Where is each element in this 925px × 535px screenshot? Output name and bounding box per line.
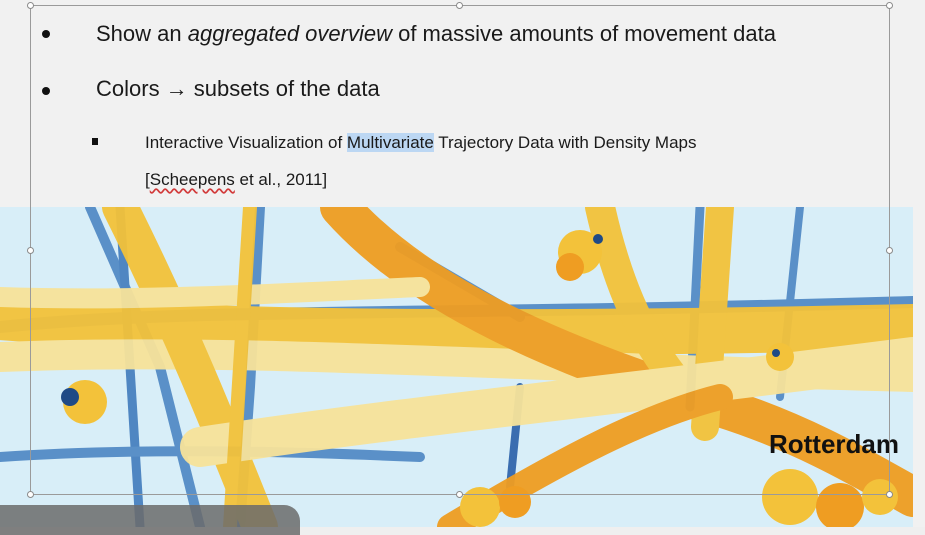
density-map-graphic [0, 207, 913, 527]
resize-handle-middle-left[interactable] [27, 247, 34, 254]
selected-text[interactable]: Multivariate [346, 133, 434, 152]
citation-rest: et al., 2011] [234, 170, 328, 189]
citation-author: Scheepens [149, 170, 235, 189]
bullet-1-emphasis: aggregated overview [187, 21, 392, 46]
resize-handle-middle-right[interactable] [886, 247, 893, 254]
selection-frame[interactable] [30, 5, 890, 495]
sub-bullet: Interactive Visualization of Multivariat… [145, 130, 697, 156]
resize-handle-bottom-right[interactable] [886, 491, 893, 498]
map-label-rotterdam: Rotterdam [768, 429, 899, 459]
bullet-marker [42, 30, 50, 38]
sub-bullet-marker [92, 138, 98, 145]
resize-handle-top-right[interactable] [886, 2, 893, 9]
resize-handle-top-center[interactable] [456, 2, 463, 9]
sub-bullet-pre: Interactive Visualization of [145, 133, 347, 152]
bullet-marker [42, 87, 50, 95]
bullet-1-pre: Show an [96, 21, 188, 46]
citation: [Scheepens et al., 2011] [145, 167, 327, 193]
bullet-2: Colors → subsets of the data [96, 76, 380, 101]
bullet-1: Show an aggregated overview of massive a… [96, 21, 776, 47]
resize-handle-top-left[interactable] [27, 2, 34, 9]
resize-handle-bottom-center[interactable] [456, 491, 463, 498]
bullet-1-post: of massive amounts of movement data [391, 21, 776, 46]
sub-bullet-post: Trajectory Data with Density Maps [433, 133, 697, 152]
bottom-overlay-tab [0, 505, 300, 535]
citation-open: [ [145, 170, 150, 189]
density-map-image[interactable]: Rotterdam [0, 207, 913, 527]
resize-handle-bottom-left[interactable] [27, 491, 34, 498]
